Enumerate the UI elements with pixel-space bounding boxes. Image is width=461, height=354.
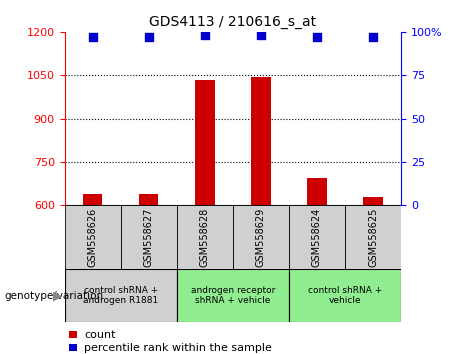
Text: ▶: ▶ <box>53 289 63 302</box>
Title: GDS4113 / 210616_s_at: GDS4113 / 210616_s_at <box>149 16 316 29</box>
Text: GSM558626: GSM558626 <box>88 207 98 267</box>
Bar <box>139 194 159 205</box>
Text: control shRNA +
androgen R1881: control shRNA + androgen R1881 <box>83 286 158 305</box>
Bar <box>289 205 345 269</box>
Bar <box>233 205 289 269</box>
Bar <box>83 194 102 205</box>
Bar <box>289 269 401 322</box>
Bar <box>177 269 289 322</box>
Bar <box>65 205 121 269</box>
Bar <box>345 205 401 269</box>
Bar <box>177 205 233 269</box>
Point <box>145 34 152 40</box>
Bar <box>195 80 214 205</box>
Point <box>257 33 265 38</box>
Text: GSM558627: GSM558627 <box>144 207 154 267</box>
Text: GSM558628: GSM558628 <box>200 207 210 267</box>
Text: genotype/variation: genotype/variation <box>5 291 104 301</box>
Point <box>201 33 208 38</box>
Bar <box>363 197 383 205</box>
Text: percentile rank within the sample: percentile rank within the sample <box>84 343 272 353</box>
Bar <box>69 344 77 351</box>
Text: GSM558629: GSM558629 <box>256 207 266 267</box>
Point <box>313 34 321 40</box>
Bar <box>307 178 327 205</box>
Point <box>89 34 96 40</box>
Text: androgen receptor
shRNA + vehicle: androgen receptor shRNA + vehicle <box>190 286 275 305</box>
Point <box>369 34 377 40</box>
Bar <box>251 77 271 205</box>
Text: count: count <box>84 330 116 339</box>
Bar <box>121 205 177 269</box>
Text: control shRNA +
vehicle: control shRNA + vehicle <box>308 286 382 305</box>
Bar <box>65 269 177 322</box>
Bar <box>69 331 77 338</box>
Text: GSM558624: GSM558624 <box>312 207 322 267</box>
Text: GSM558625: GSM558625 <box>368 207 378 267</box>
